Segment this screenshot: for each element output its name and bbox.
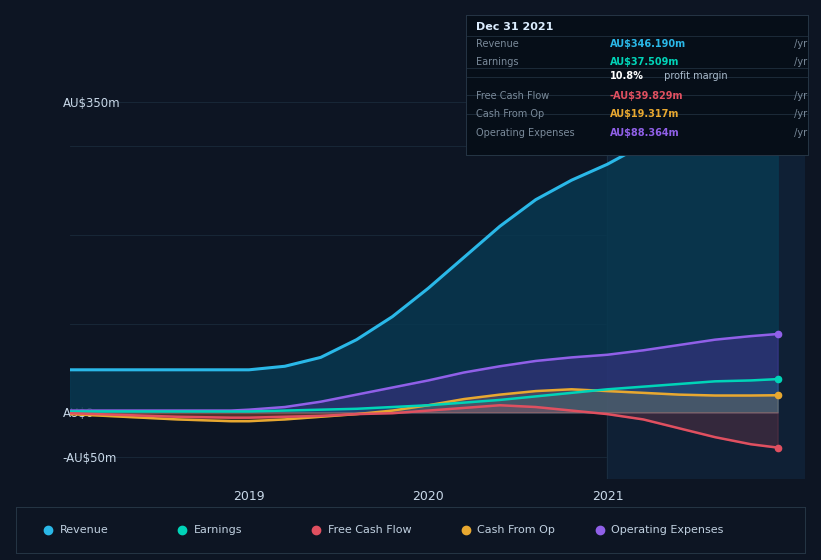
Text: Revenue: Revenue — [476, 39, 519, 49]
Text: AU$88.364m: AU$88.364m — [610, 128, 679, 138]
Text: /yr: /yr — [791, 109, 807, 119]
Text: Revenue: Revenue — [60, 525, 108, 535]
Bar — [608, 76, 805, 479]
Text: Earnings: Earnings — [194, 525, 242, 535]
Text: 10.8%: 10.8% — [610, 71, 644, 81]
Text: AU$19.317m: AU$19.317m — [610, 109, 679, 119]
Text: /yr: /yr — [791, 128, 807, 138]
Text: Cash From Op: Cash From Op — [476, 109, 544, 119]
Text: AU$346.190m: AU$346.190m — [610, 39, 686, 49]
Text: Earnings: Earnings — [476, 57, 519, 67]
Text: Free Cash Flow: Free Cash Flow — [328, 525, 411, 535]
Text: Operating Expenses: Operating Expenses — [476, 128, 575, 138]
Text: Operating Expenses: Operating Expenses — [612, 525, 724, 535]
Text: /yr: /yr — [791, 39, 807, 49]
Text: Free Cash Flow: Free Cash Flow — [476, 91, 549, 101]
Text: Dec 31 2021: Dec 31 2021 — [476, 22, 553, 32]
Text: Cash From Op: Cash From Op — [478, 525, 555, 535]
Text: /yr: /yr — [791, 57, 807, 67]
Text: -AU$39.829m: -AU$39.829m — [610, 91, 683, 101]
Text: /yr: /yr — [791, 91, 807, 101]
Text: AU$37.509m: AU$37.509m — [610, 57, 679, 67]
Text: profit margin: profit margin — [661, 71, 727, 81]
